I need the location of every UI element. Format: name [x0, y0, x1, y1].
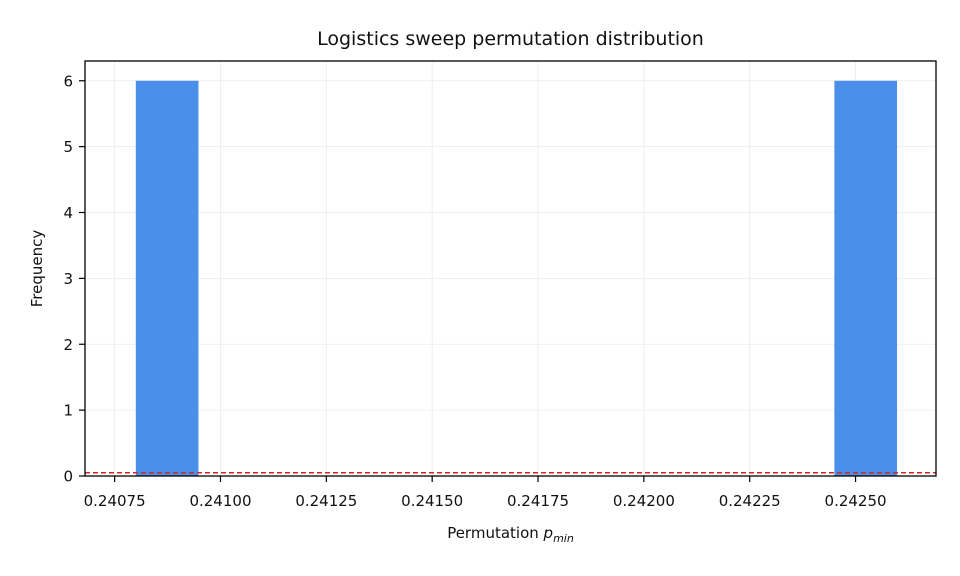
grid-lines [85, 61, 936, 477]
plot-frame [84, 60, 937, 477]
x-tick-label: 0.24150 [401, 492, 463, 510]
y-tick-label: 5 [63, 138, 73, 156]
x-axis-label: Permutation pmin [447, 524, 574, 545]
chart-title: Logistics sweep permutation distribution [317, 28, 704, 50]
x-tick-label: 0.24125 [295, 492, 357, 510]
y-tick-label: 4 [63, 204, 73, 222]
y-tick-label: 1 [63, 402, 73, 420]
x-tick-label: 0.24200 [613, 492, 675, 510]
x-tick-label: 0.24175 [507, 492, 569, 510]
x-tick-label: 0.24250 [825, 492, 887, 510]
y-axis-label: Frequency [28, 230, 46, 308]
y-tick-label: 3 [63, 270, 73, 288]
y-tick-label: 2 [63, 336, 73, 354]
histogram-bar [834, 80, 898, 476]
y-axis-ticks: 0 1 2 3 4 5 6 [63, 72, 85, 486]
y-tick-label: 6 [63, 72, 73, 90]
x-tick-label: 0.24225 [719, 492, 781, 510]
x-tick-label: 0.24100 [189, 492, 251, 510]
y-tick-label: 0 [63, 468, 73, 486]
histogram-bar [135, 80, 199, 476]
x-axis-ticks: 0.24075 0.24100 0.24125 0.24150 0.24175 0.242… [84, 476, 887, 510]
histogram-bars [135, 80, 898, 476]
x-tick-label: 0.24075 [84, 492, 146, 510]
